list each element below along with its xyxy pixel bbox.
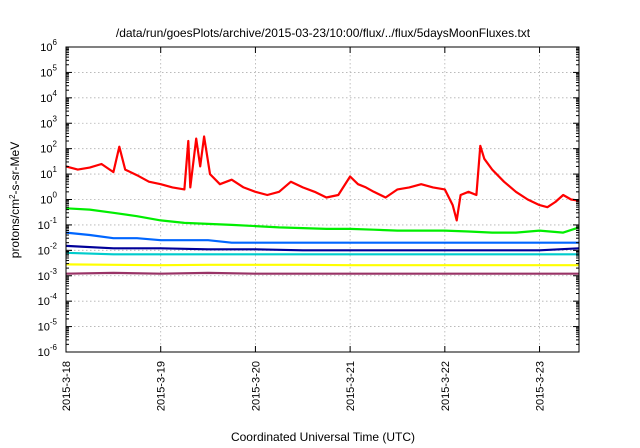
y-tick-exponent: -3 [50, 267, 58, 276]
y-tick-label: 100 [40, 191, 57, 207]
y-tick-label: 103 [40, 114, 57, 130]
y-tick-exponent: -4 [50, 292, 58, 301]
y-tick-label: 10-2 [38, 241, 58, 257]
y-tick-label: 101 [40, 165, 57, 181]
y-tick-exponent: -6 [50, 343, 58, 352]
x-tick-label: 2015-3-19 [156, 361, 168, 411]
y-tick-base: 10 [38, 296, 50, 308]
y-tick-label: 106 [40, 38, 57, 54]
y-tick-base: 10 [38, 245, 50, 257]
x-tick-label: 2015-3-23 [535, 361, 547, 411]
chart-title: /data/run/goesPlots/archive/2015-03-23/1… [116, 26, 531, 40]
y-axis-label: protons/cm2-s-sr-MeV [8, 142, 22, 258]
x-tick-label: 2015-3-20 [250, 361, 262, 411]
y-tick-base: 10 [38, 322, 50, 334]
y-tick-exponent: 6 [53, 38, 58, 47]
y-tick-label: 10-1 [38, 216, 58, 232]
y-tick-base: 10 [40, 144, 52, 156]
y-tick-base: 10 [40, 169, 52, 181]
y-tick-base: 10 [40, 195, 52, 207]
series-line [65, 135, 580, 222]
x-tick-label: 2015-3-18 [61, 361, 73, 411]
y-tick-labels: 10-610-510-410-310-210-11001011021031041… [38, 38, 58, 359]
y-tick-exponent: -5 [50, 318, 58, 327]
series-line [65, 251, 579, 256]
y-tick-base: 10 [38, 220, 50, 232]
y-tick-base: 10 [40, 118, 52, 130]
y-tick-label: 10-5 [38, 318, 58, 334]
y-tick-exponent: 3 [53, 114, 58, 123]
y-tick-label: 10-4 [38, 292, 58, 308]
y-tick-exponent: 4 [53, 89, 58, 98]
y-tick-exponent: 0 [53, 191, 58, 200]
y-tick-base: 10 [40, 93, 52, 105]
series-line [65, 244, 580, 252]
y-tick-exponent: -2 [50, 241, 58, 250]
y-tick-exponent: 1 [53, 165, 58, 174]
y-tick-exponent: 5 [53, 63, 58, 72]
x-tick-label: 2015-3-22 [440, 361, 452, 411]
y-tick-label: 10-6 [38, 343, 58, 359]
y-tick-label: 105 [40, 63, 57, 79]
grid [66, 47, 579, 352]
series-line [65, 231, 579, 244]
x-tick-labels: 2015-3-18 2015-3-19 2015-3-20 2015-3-21 2015… [61, 361, 547, 411]
y-tick-base: 10 [38, 347, 50, 359]
y-tick-exponent: 2 [53, 140, 58, 149]
axis-ticks [65, 46, 579, 353]
y-tick-label: 10-3 [38, 267, 58, 283]
y-tick-label: 102 [40, 140, 57, 156]
y-tick-exponent: -1 [50, 216, 58, 225]
y-tick-label: 104 [40, 89, 57, 105]
series-lines [65, 135, 580, 275]
y-tick-base: 10 [40, 67, 52, 79]
x-tick-label: 2015-3-21 [345, 361, 357, 411]
series-line [65, 207, 580, 234]
y-tick-base: 10 [40, 42, 52, 54]
y-tick-base: 10 [38, 271, 50, 283]
x-axis-label: Coordinated Universal Time (UTC) [231, 430, 415, 444]
series-line [65, 271, 579, 275]
series-line [65, 263, 579, 267]
